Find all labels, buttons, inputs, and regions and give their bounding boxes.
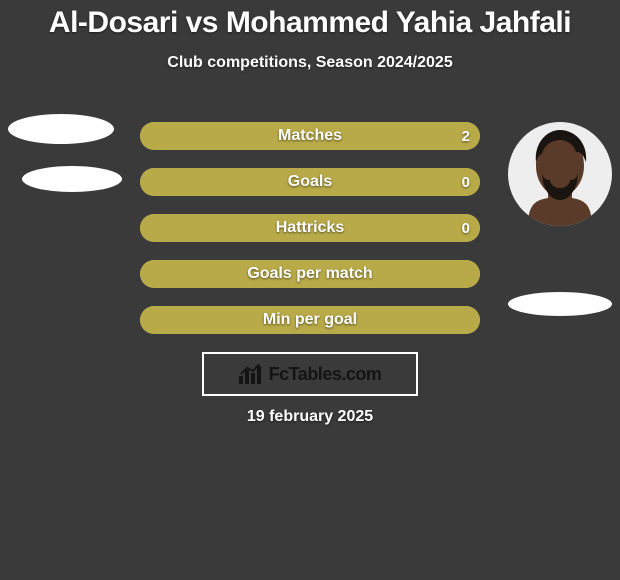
stat-label: Goals per match [247, 265, 372, 283]
stat-value-right: 0 [462, 168, 470, 196]
placeholder-ellipse-1 [8, 114, 114, 144]
stat-value-right: 0 [462, 214, 470, 242]
stat-label: Goals [288, 173, 332, 191]
avatar-shadow [508, 292, 612, 316]
face-icon [508, 122, 612, 226]
stat-label: Min per goal [263, 311, 357, 329]
stat-value-right: 2 [462, 122, 470, 150]
player-right-avatar [508, 122, 612, 316]
stat-row: Min per goal [140, 306, 480, 334]
player-left-avatar [8, 114, 122, 192]
comparison-card: Al-Dosari vs Mohammed Yahia Jahfali Club… [0, 0, 620, 580]
stats-block: Matches 2 Goals 0 Hattricks 0 Goals per match M… [140, 122, 480, 352]
generation-date: 19 february 2025 [0, 408, 620, 426]
stat-row: Matches 2 [140, 122, 480, 150]
stat-row: Goals per match [140, 260, 480, 288]
branding-box[interactable]: FcTables.com [202, 352, 418, 396]
branding-text: FcTables.com [269, 364, 382, 385]
stat-label: Hattricks [276, 219, 344, 237]
bar-chart-icon [239, 364, 263, 384]
player-photo [508, 122, 612, 226]
stat-row: Goals 0 [140, 168, 480, 196]
stat-row: Hattricks 0 [140, 214, 480, 242]
stat-label: Matches [278, 127, 342, 145]
placeholder-ellipse-2 [22, 166, 122, 192]
page-title: Al-Dosari vs Mohammed Yahia Jahfali [0, 0, 620, 40]
season-subtitle: Club competitions, Season 2024/2025 [0, 54, 620, 72]
